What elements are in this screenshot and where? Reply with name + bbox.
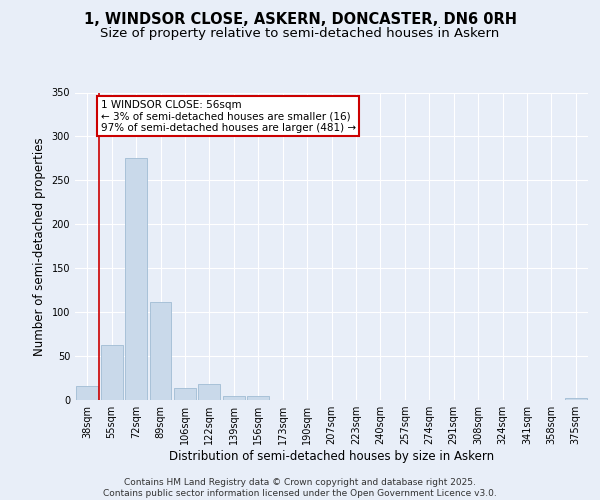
Bar [149,302,172,400]
Bar [199,384,220,400]
Bar [101,344,122,400]
Text: 1, WINDSOR CLOSE, ASKERN, DONCASTER, DN6 0RH: 1, WINDSOR CLOSE, ASKERN, DONCASTER, DN6… [83,12,517,28]
Bar [565,398,587,400]
X-axis label: Distribution of semi-detached houses by size in Askern: Distribution of semi-detached houses by … [169,450,494,463]
Bar [174,388,196,400]
Bar [247,396,269,400]
Text: Contains HM Land Registry data © Crown copyright and database right 2025.
Contai: Contains HM Land Registry data © Crown c… [103,478,497,498]
Bar [125,158,147,400]
Y-axis label: Number of semi-detached properties: Number of semi-detached properties [33,137,46,356]
Text: Size of property relative to semi-detached houses in Askern: Size of property relative to semi-detach… [100,28,500,40]
Bar [223,396,245,400]
Text: 1 WINDSOR CLOSE: 56sqm
← 3% of semi-detached houses are smaller (16)
97% of semi: 1 WINDSOR CLOSE: 56sqm ← 3% of semi-deta… [101,100,356,132]
Bar [76,386,98,400]
